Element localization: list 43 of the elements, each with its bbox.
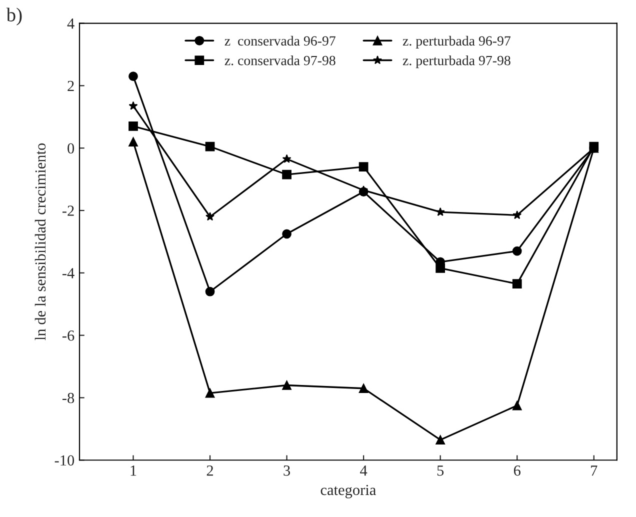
point: [128, 122, 138, 131]
point: [512, 400, 522, 410]
y-tick-label: 2: [68, 80, 74, 91]
legend-label: z. perturbada 96-97: [402, 36, 510, 48]
point: [512, 246, 522, 256]
y-tick-label: -10: [54, 455, 74, 466]
text: b): [6, 8, 22, 26]
x-tick-label: 3: [284, 465, 290, 476]
y-tick-label: 4: [67, 18, 74, 29]
point: [206, 212, 214, 221]
x-tick-label: 7: [591, 466, 598, 476]
point: [128, 72, 138, 81]
point: [358, 162, 368, 172]
point: [282, 154, 292, 163]
point: [205, 388, 215, 398]
y-tick-label: -2: [62, 206, 74, 216]
point: [205, 286, 215, 296]
point: [128, 137, 138, 147]
legend-label: z. perturbada 97-98: [402, 55, 510, 68]
point: [205, 142, 215, 152]
point: [282, 229, 292, 239]
point: [512, 210, 522, 220]
x-axis-title: categoria: [320, 484, 376, 498]
point: [436, 264, 446, 273]
y-tick-label: -8: [62, 392, 74, 404]
y-tick-label: -6: [62, 330, 74, 341]
legend-label: z. conservada 97-98: [224, 55, 336, 66]
x-tick-label: 6: [514, 465, 520, 476]
point: [436, 207, 445, 216]
legend-label: z conservada 96-97: [224, 36, 336, 46]
x-tick-label: 4: [360, 466, 368, 476]
x-tick-label: 2: [206, 465, 213, 476]
point: [282, 380, 292, 390]
x-tick-label: 5: [437, 466, 444, 476]
y-axis-title: ln de la sensibilidad crecimiento: [34, 143, 46, 340]
point: [358, 384, 368, 394]
point: [512, 279, 522, 289]
y-tick-label: -4: [62, 268, 74, 278]
point: [436, 435, 446, 445]
y-tick-label: 0: [68, 143, 74, 154]
point: [128, 101, 138, 110]
x-tick-label: 1: [130, 466, 136, 476]
point: [282, 170, 292, 180]
